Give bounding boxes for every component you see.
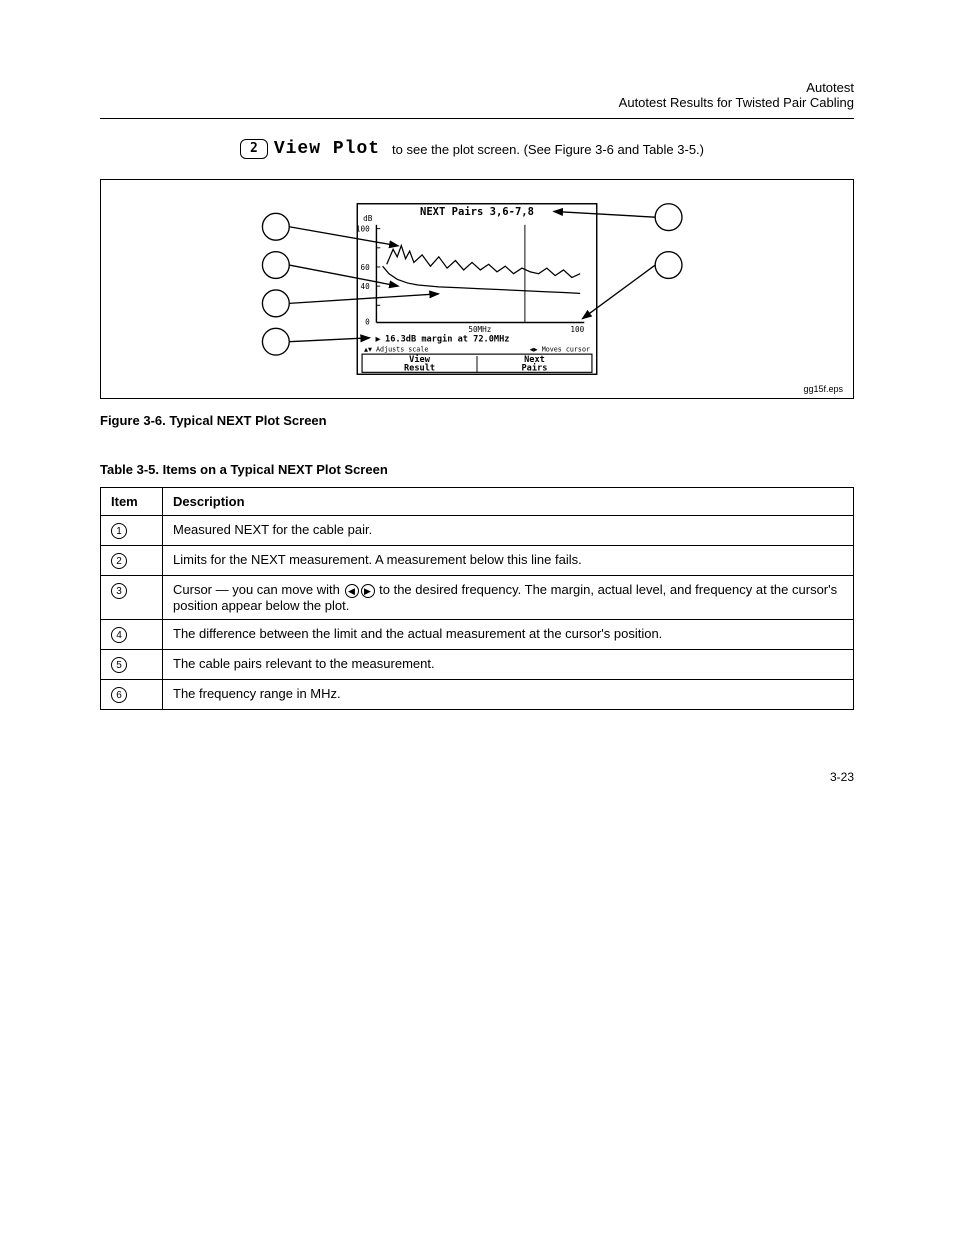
art-code: gg15f.eps	[803, 384, 843, 394]
table-caption: Table 3-5. Items on a Typical NEXT Plot …	[100, 462, 854, 477]
right-arrow-key-icon: ▶	[361, 584, 375, 598]
row-num: 4	[101, 619, 163, 649]
svg-text:0: 0	[365, 317, 370, 326]
figure-caption: Figure 3-6. Typical NEXT Plot Screen	[100, 413, 854, 428]
row-desc: The frequency range in MHz.	[163, 679, 854, 709]
row-desc: Limits for the NEXT measurement. A measu…	[163, 546, 854, 576]
row-num: 2	[101, 546, 163, 576]
svg-text:dB: dB	[363, 214, 373, 223]
section-title: Autotest Results for Twisted Pair Cablin…	[619, 95, 854, 110]
col-item: Item	[101, 488, 163, 516]
svg-text:50MHz: 50MHz	[468, 325, 491, 334]
doc-title: Autotest	[806, 80, 854, 95]
page-number: 3-23	[100, 770, 854, 784]
svg-text:Result: Result	[404, 363, 435, 373]
row-desc: Cursor — you can move with ◀▶ to the des…	[163, 576, 854, 620]
row-num: 1	[101, 516, 163, 546]
col-desc: Description	[163, 488, 854, 516]
svg-text:◀▶ Moves cursor: ◀▶ Moves cursor	[530, 345, 590, 353]
row-desc: Measured NEXT for the cable pair.	[163, 516, 854, 546]
row-num: 5	[101, 649, 163, 679]
svg-text:40: 40	[360, 282, 370, 291]
svg-text:16.3dB margin at 72.0MHz: 16.3dB margin at 72.0MHz	[385, 334, 509, 345]
svg-text:100: 100	[356, 225, 370, 234]
header-rule	[100, 118, 854, 119]
row-desc: The cable pairs relevant to the measurem…	[163, 649, 854, 679]
svg-text:100: 100	[570, 325, 584, 334]
view-plot-label: View Plot	[274, 139, 380, 159]
svg-text:60: 60	[360, 263, 370, 272]
svg-text:▲▼ Adjusts scale: ▲▼ Adjusts scale	[364, 345, 428, 353]
figure-svg: dB 100 60 40 0 50MHz 100 NEXT Pairs 3,6-…	[141, 198, 813, 380]
softkey-2[interactable]: 2	[240, 139, 268, 159]
svg-text:▶: ▶	[375, 335, 381, 345]
row-desc: The difference between the limit and the…	[163, 619, 854, 649]
view-plot-hint: to see the plot screen. (See Figure 3-6 …	[392, 142, 704, 157]
description-table: Item Description 1Measured NEXT for the …	[100, 487, 854, 710]
view-plot-row: 2 View Plot to see the plot screen. (See…	[240, 139, 854, 159]
row-num: 3	[101, 576, 163, 620]
svg-text:NEXT Pairs 3,6-7,8: NEXT Pairs 3,6-7,8	[420, 206, 534, 218]
figure-box: dB 100 60 40 0 50MHz 100 NEXT Pairs 3,6-…	[100, 179, 854, 399]
svg-text:Pairs: Pairs	[522, 362, 548, 373]
row-num: 6	[101, 679, 163, 709]
left-arrow-key-icon: ◀	[345, 584, 359, 598]
